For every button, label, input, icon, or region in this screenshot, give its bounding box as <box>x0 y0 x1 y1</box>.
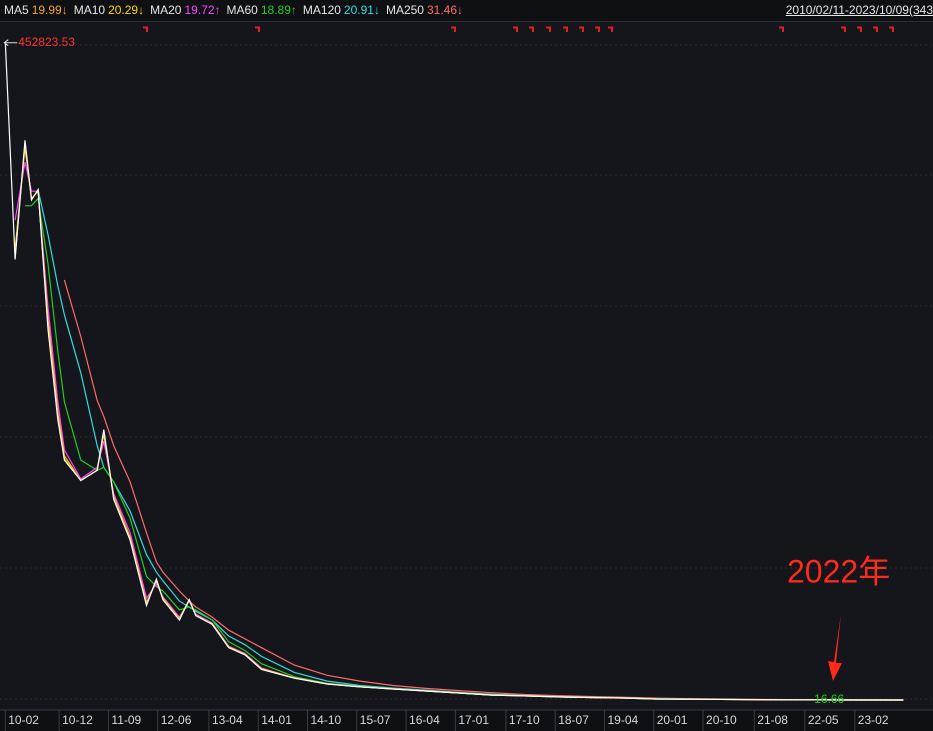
x-tick-label: 10-02 <box>8 713 39 727</box>
event-marker <box>595 26 600 32</box>
legend-item: MA120 20.91↓ <box>303 0 380 21</box>
x-tick-label: 18-07 <box>558 713 589 727</box>
series-lines <box>4 41 904 701</box>
legend-name: MA5 <box>4 3 29 17</box>
event-marker <box>451 26 456 32</box>
legend-name: MA20 <box>150 3 182 17</box>
event-marker <box>529 26 534 32</box>
x-tick-label: 16-04 <box>409 713 440 727</box>
x-tick-label: 20-01 <box>657 713 688 727</box>
legend-name: MA10 <box>73 3 106 17</box>
x-tick-label: 12-06 <box>161 713 192 727</box>
event-marker <box>546 26 551 32</box>
max-arrow <box>3 39 18 47</box>
x-tick-label: 20-10 <box>706 713 737 727</box>
event-marker <box>255 26 260 32</box>
x-tick-label: 19-04 <box>607 713 638 727</box>
legend-item: MA20 19.72↑ <box>150 0 220 21</box>
x-tick-label: 22-05 <box>808 713 839 727</box>
legend-name: MA60 <box>226 3 258 17</box>
x-tick-label: 13-04 <box>212 713 243 727</box>
x-tick-label: 17-10 <box>509 713 540 727</box>
legend-item: MA10 20.29↓ <box>74 0 144 21</box>
legend-item: MA250 31.46↓ <box>386 0 463 21</box>
x-tick-label: 15-07 <box>360 713 391 727</box>
date-range[interactable]: 2010/02/11-2023/10/09(343 <box>785 3 933 17</box>
annotation-text: 2022年 <box>787 553 890 589</box>
annotation-arrow <box>828 614 842 681</box>
x-tick-label: 17-01 <box>458 713 489 727</box>
legend-value: 19.72↑ <box>184 3 221 17</box>
legend-value: 31.46↓ <box>426 3 464 17</box>
grid <box>0 44 933 700</box>
event-marker <box>513 26 518 32</box>
event-marker <box>857 26 862 32</box>
x-tick-label: 14-01 <box>261 713 292 727</box>
event-marker <box>563 26 568 32</box>
legend-name: MA120 <box>302 3 341 17</box>
plot-background <box>0 22 933 710</box>
legend: MA5 19.99↓ MA10 20.29↓ MA20 19.72↑ MA60 18.89↑ M… <box>4 0 463 21</box>
legend-name: MA250 <box>385 3 424 17</box>
legend-item: MA5 19.99↓ <box>4 0 68 21</box>
legend-value: 20.91↓ <box>343 3 380 17</box>
event-marker <box>873 26 878 32</box>
x-axis-band <box>0 710 933 731</box>
event-marker <box>143 26 148 32</box>
event-marker <box>579 26 584 32</box>
max-label: 452823.53 <box>18 35 75 49</box>
event-marker <box>779 26 784 32</box>
legend-value: 19.99↓ <box>31 3 68 17</box>
x-tick-label: 11-09 <box>111 713 141 727</box>
event-marker <box>608 26 613 32</box>
legend-item: MA60 18.89↑ <box>227 0 297 21</box>
x-tick-label: 10-12 <box>62 713 93 727</box>
min-label: 16.66 <box>814 692 844 706</box>
header-bar: MA5 19.99↓ MA10 20.29↓ MA20 19.72↑ MA60 18.89↑ M… <box>0 0 933 22</box>
x-tick-label: 14-10 <box>310 713 341 727</box>
legend-value: 20.29↓ <box>108 3 145 17</box>
x-tick-label: 23-02 <box>858 713 889 727</box>
event-marker <box>841 26 846 32</box>
event-marker <box>889 26 894 32</box>
x-tick-label: 21-08 <box>757 713 788 727</box>
legend-value: 18.89↑ <box>260 3 297 17</box>
series-line <box>4 41 904 701</box>
